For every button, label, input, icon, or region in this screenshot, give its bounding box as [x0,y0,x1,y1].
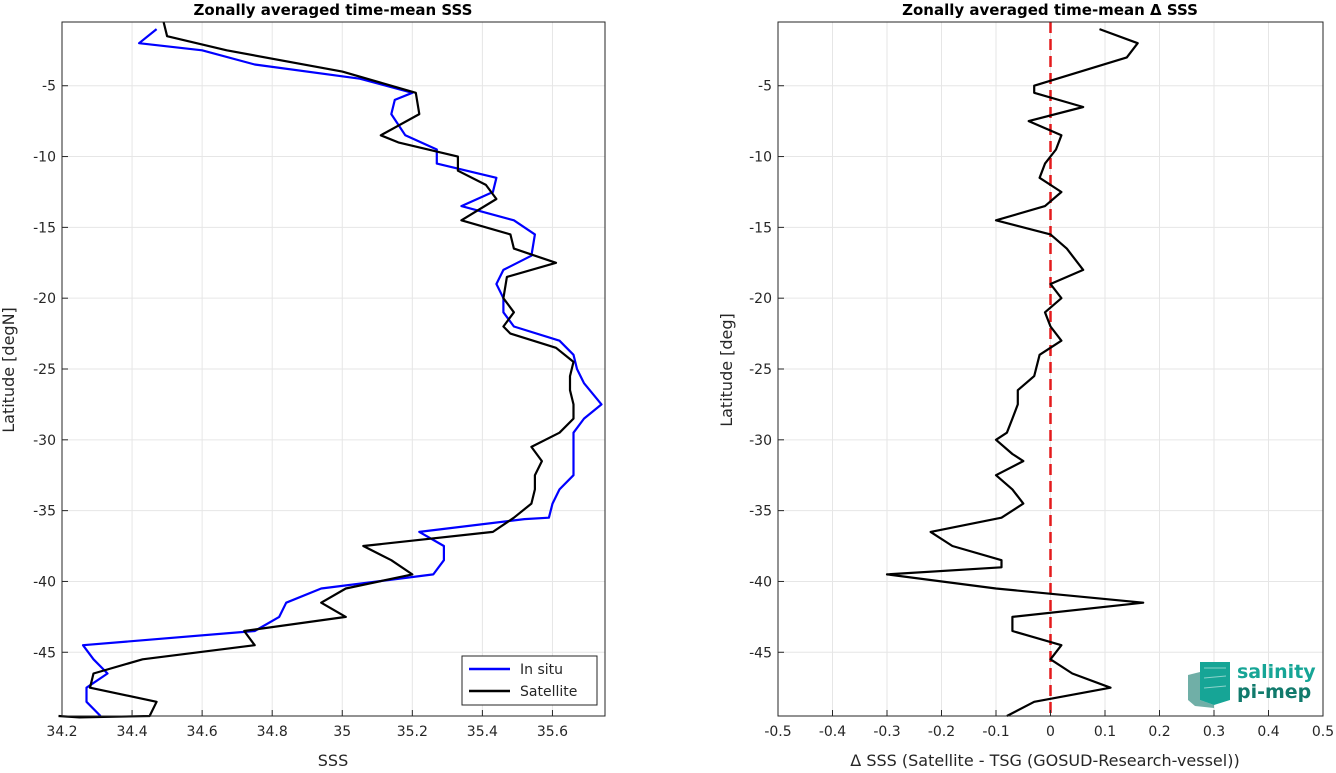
delta-sss-y-tick-label: -30 [749,433,772,449]
sss-y-tick-label: -45 [33,645,56,661]
sss-y-tick-label: -25 [33,362,56,378]
sss-ticks: 34.2 34.4 34.6 34.8 35 35.2 35.4 35.6 -5 -10 -15 -2… [33,79,568,740]
delta-sss-x-tick-label: -0.3 [873,724,900,740]
sss-y-tick-label: -30 [33,433,56,449]
sss-x-tick-label: 34.6 [187,724,218,740]
sss-x-tick-label: 35.6 [537,724,568,740]
sss-x-tick-label: 34.2 [46,724,77,740]
delta-sss-y-tick-label: -40 [749,574,772,590]
sss-y-tick-label: -15 [33,220,56,236]
delta-sss-series [885,28,1145,717]
delta-sss-x-tick-label: 0.3 [1203,724,1225,740]
delta-sss-y-axis-label: Latitude [deg] [717,313,736,427]
legend-label-satellite: Satellite [520,684,577,700]
delta-sss-y-tick-label: -5 [758,79,772,95]
delta-sss-x-tick-label: 0.2 [1148,724,1170,740]
delta-sss-x-tick-label: -0.1 [982,724,1009,740]
legend: In situ Satellite [461,655,598,706]
delta-sss-x-tick-label: 0.1 [1094,724,1116,740]
sss-grid [61,22,605,716]
sss-x-tick-label: 35.4 [467,724,498,740]
delta-sss-x-tick-label: 0.4 [1257,724,1279,740]
delta-sss-y-tick-label: -35 [749,504,772,520]
logo-text-pi-mep: pi-mep [1237,681,1311,703]
delta-sss-panel: Zonally averaged time-mean Δ SSS -0.5 -0.… [717,1,1334,770]
delta-sss-y-tick-label: -15 [749,220,772,236]
sss-x-tick-label: 35.2 [397,724,428,740]
sss-series [58,21,603,719]
legend-label-in-situ: In situ [520,662,563,678]
delta-sss-ticks: -0.5 -0.4 -0.3 -0.2 -0.1 0 0.1 0.2 0.3 0.4 0.5 -5 -1… [749,79,1334,740]
logo-text-salinity: salinity [1237,661,1316,683]
sss-y-axis-label: Latitude [degN] [0,307,18,433]
sss-y-tick-label: -10 [33,150,56,166]
legend-box [461,655,598,706]
sss-x-axis-label: SSS [318,751,348,769]
sss-chart-title: Zonally averaged time-mean SSS [194,1,473,19]
delta-sss-x-tick-label: -0.2 [928,724,955,740]
sss-y-tick-label: -20 [33,291,56,307]
salinity-pi-mep-logo: salinity pi-mep [1188,661,1316,708]
sss-x-tick-label: 35 [333,724,351,740]
delta-sss-y-tick-label: -25 [749,362,772,378]
delta-sss-y-tick-label: -45 [749,645,772,661]
delta-sss-x-tick-label: 0 [1046,724,1055,740]
sss-panel: Zonally averaged time-mean SSS 34.2 34.4 3… [0,1,606,770]
delta-sss-x-axis-label: Δ SSS (Satellite - TSG (GOSUD-Research-v… [850,751,1239,769]
sss-y-tick-label: -5 [42,79,56,95]
sss-x-tick-label: 34.4 [116,724,147,740]
delta-sss-x-tick-label: 0.5 [1312,724,1334,740]
delta-sss-x-tick-label: -0.5 [764,724,791,740]
sss-x-tick-label: 34.8 [257,724,288,740]
delta-sss-y-tick-label: -20 [749,291,772,307]
sss-line-in-situ [81,28,603,717]
logo-mark-icon [1188,662,1230,708]
delta-sss-chart-title: Zonally averaged time-mean Δ SSS [902,1,1198,19]
delta-sss-x-tick-label: -0.4 [819,724,846,740]
sss-y-tick-label: -40 [33,574,56,590]
delta-sss-y-tick-label: -10 [749,150,772,166]
delta-sss-line-delta [885,28,1145,717]
sss-line-satellite [58,21,575,719]
sss-y-tick-label: -35 [33,504,56,520]
